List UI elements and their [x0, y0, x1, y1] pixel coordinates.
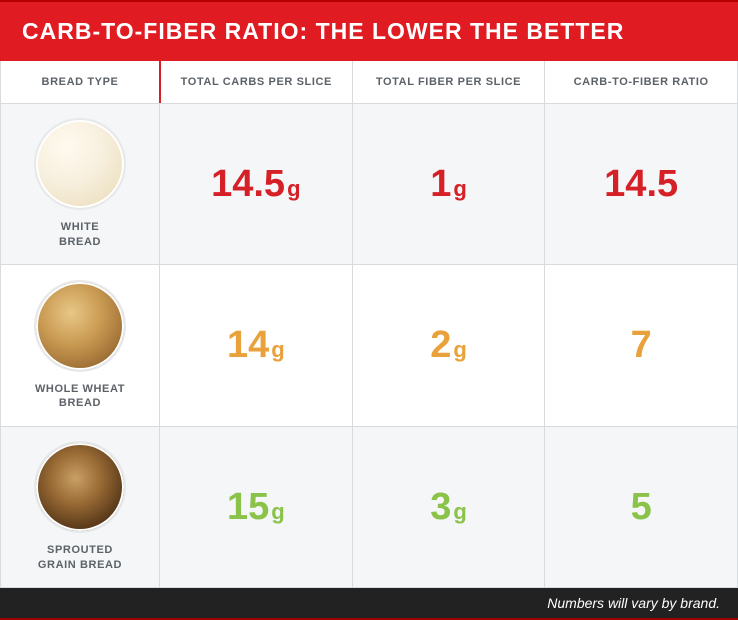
value-cell-fiber: 1g	[352, 103, 545, 264]
ratio-value: 7	[631, 324, 652, 366]
title-bar: CARB-TO-FIBER RATIO: THE LOWER THE BETTE…	[0, 0, 738, 61]
fiber-unit: g	[453, 176, 466, 201]
bread-swatch	[34, 118, 126, 210]
value-cell-ratio: 5	[544, 426, 737, 587]
carbs-value: 15	[227, 486, 269, 528]
fiber-unit: g	[453, 499, 466, 524]
caption-text: Numbers will vary by brand.	[547, 595, 720, 611]
ratio-value: 5	[631, 486, 652, 528]
title-text: CARB-TO-FIBER RATIO: THE LOWER THE BETTE…	[22, 18, 624, 44]
carbs-value: 14.5	[211, 163, 285, 205]
row-label: WHOLE WHEAT BREAD	[1, 264, 159, 425]
col-header-fiber: TOTAL FIBER PER SLICE	[352, 61, 545, 103]
fiber-value: 2	[430, 324, 451, 366]
caption-bar: Numbers will vary by brand.	[0, 588, 738, 620]
bread-name: WHITE BREAD	[59, 220, 101, 250]
carbs-value: 14	[227, 324, 269, 366]
bread-name: WHOLE WHEAT BREAD	[35, 382, 125, 412]
value-cell-ratio: 7	[544, 264, 737, 425]
data-grid: BREAD TYPE TOTAL CARBS PER SLICE TOTAL F…	[0, 61, 738, 588]
value-cell-fiber: 3g	[352, 426, 545, 587]
value-cell-fiber: 2g	[352, 264, 545, 425]
row-label: WHITE BREAD	[1, 103, 159, 264]
bread-swatch	[34, 280, 126, 372]
col-header-type: BREAD TYPE	[1, 61, 159, 103]
bread-swatch	[34, 441, 126, 533]
carbs-unit: g	[271, 499, 284, 524]
value-cell-carbs: 14g	[159, 264, 352, 425]
fiber-unit: g	[453, 337, 466, 362]
col-header-carbs: TOTAL CARBS PER SLICE	[159, 61, 352, 103]
bread-name: SPROUTED GRAIN BREAD	[38, 543, 122, 573]
infographic-container: CARB-TO-FIBER RATIO: THE LOWER THE BETTE…	[0, 0, 738, 620]
fiber-value: 3	[430, 486, 451, 528]
value-cell-carbs: 15g	[159, 426, 352, 587]
carbs-unit: g	[287, 176, 300, 201]
fiber-value: 1	[430, 163, 451, 205]
row-label: SPROUTED GRAIN BREAD	[1, 426, 159, 587]
ratio-value: 14.5	[604, 163, 678, 205]
carbs-unit: g	[271, 337, 284, 362]
col-header-ratio: CARB-TO-FIBER RATIO	[544, 61, 737, 103]
value-cell-ratio: 14.5	[544, 103, 737, 264]
value-cell-carbs: 14.5g	[159, 103, 352, 264]
